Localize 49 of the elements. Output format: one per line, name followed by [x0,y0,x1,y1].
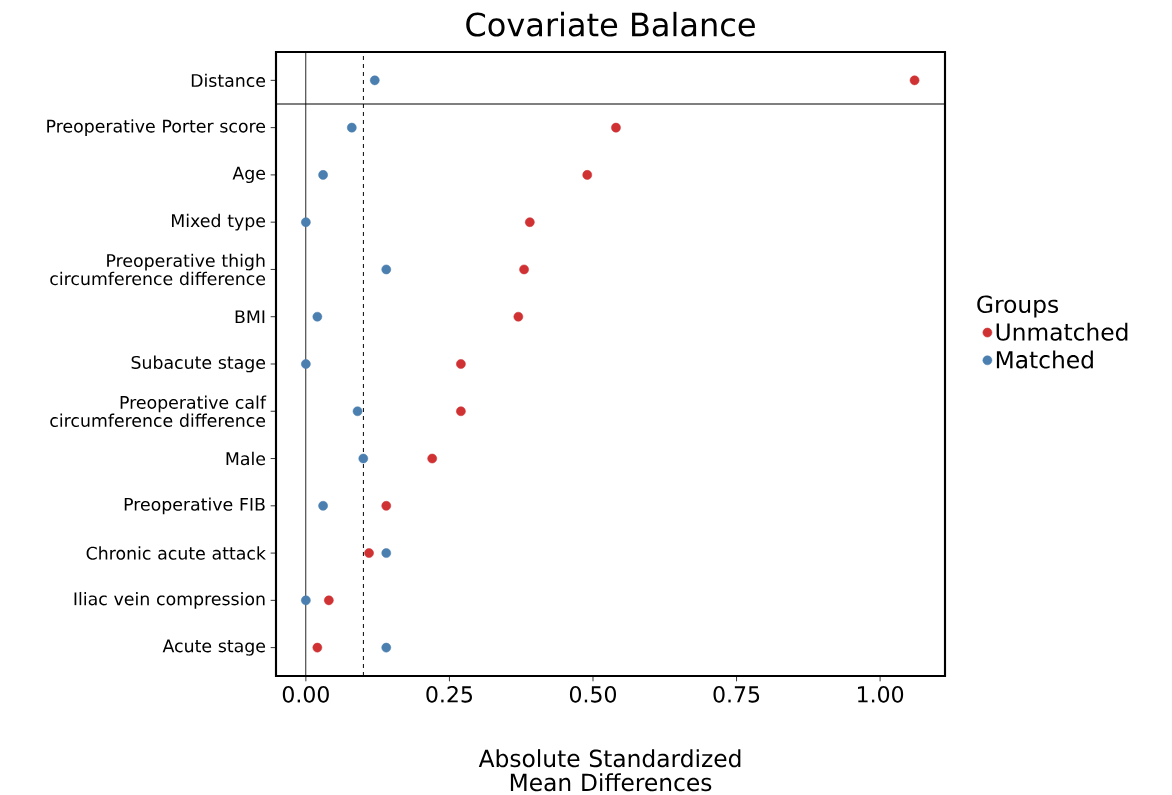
point [519,264,529,275]
point [312,642,323,653]
point [301,595,311,606]
chart-title: Covariate Balance [466,11,755,37]
point [513,311,524,322]
point [611,122,621,133]
legend-title: Groups [977,295,1059,318]
point [369,75,380,86]
y-tick-label: Chronic acute attack [86,546,266,560]
y-tick-label: Male [226,451,266,466]
point [312,311,323,322]
y-tick-label: Preoperative Porter score [47,119,266,136]
legend-label: Unmatched [996,322,1128,341]
y-tick-label: Preoperative calf circumference difference [50,395,267,428]
x-tick-label: 0.00 [282,686,329,703]
point [364,548,374,558]
x-tick-label: 0.75 [713,686,760,703]
y-tick-label: Mixed type [171,213,266,231]
point [301,359,311,369]
point [318,501,328,511]
y-tick-label: BMI [235,310,265,324]
y-tick-label: Iliac vein compression [74,591,265,609]
point [909,75,920,86]
x-tick-label: 0.50 [569,686,616,703]
point [427,453,437,464]
x-axis-title: Absolute Standardized Mean Differences [478,749,741,792]
point [358,453,369,464]
y-tick-label: Age [232,166,266,184]
point [301,217,311,227]
x-tick-label: 0.25 [426,686,472,703]
point [381,642,392,653]
point [324,595,334,606]
point [318,170,328,180]
x-tick-label: 1.00 [858,686,904,703]
point [352,406,363,417]
point [347,122,357,133]
y-tick-label: Distance [191,73,266,88]
point [582,170,593,180]
y-tick-label: Acute stage [162,639,266,656]
y-tick-label: Subacute stage [131,355,266,373]
point [456,406,466,417]
y-tick-label: Preoperative thigh circumference difference [50,253,266,286]
y-tick-label: Preoperative FIB [124,497,265,515]
point [381,501,392,511]
legend-label: Matched [996,350,1093,369]
point [381,548,392,558]
point [525,217,535,227]
point [381,264,392,275]
point [456,359,466,369]
